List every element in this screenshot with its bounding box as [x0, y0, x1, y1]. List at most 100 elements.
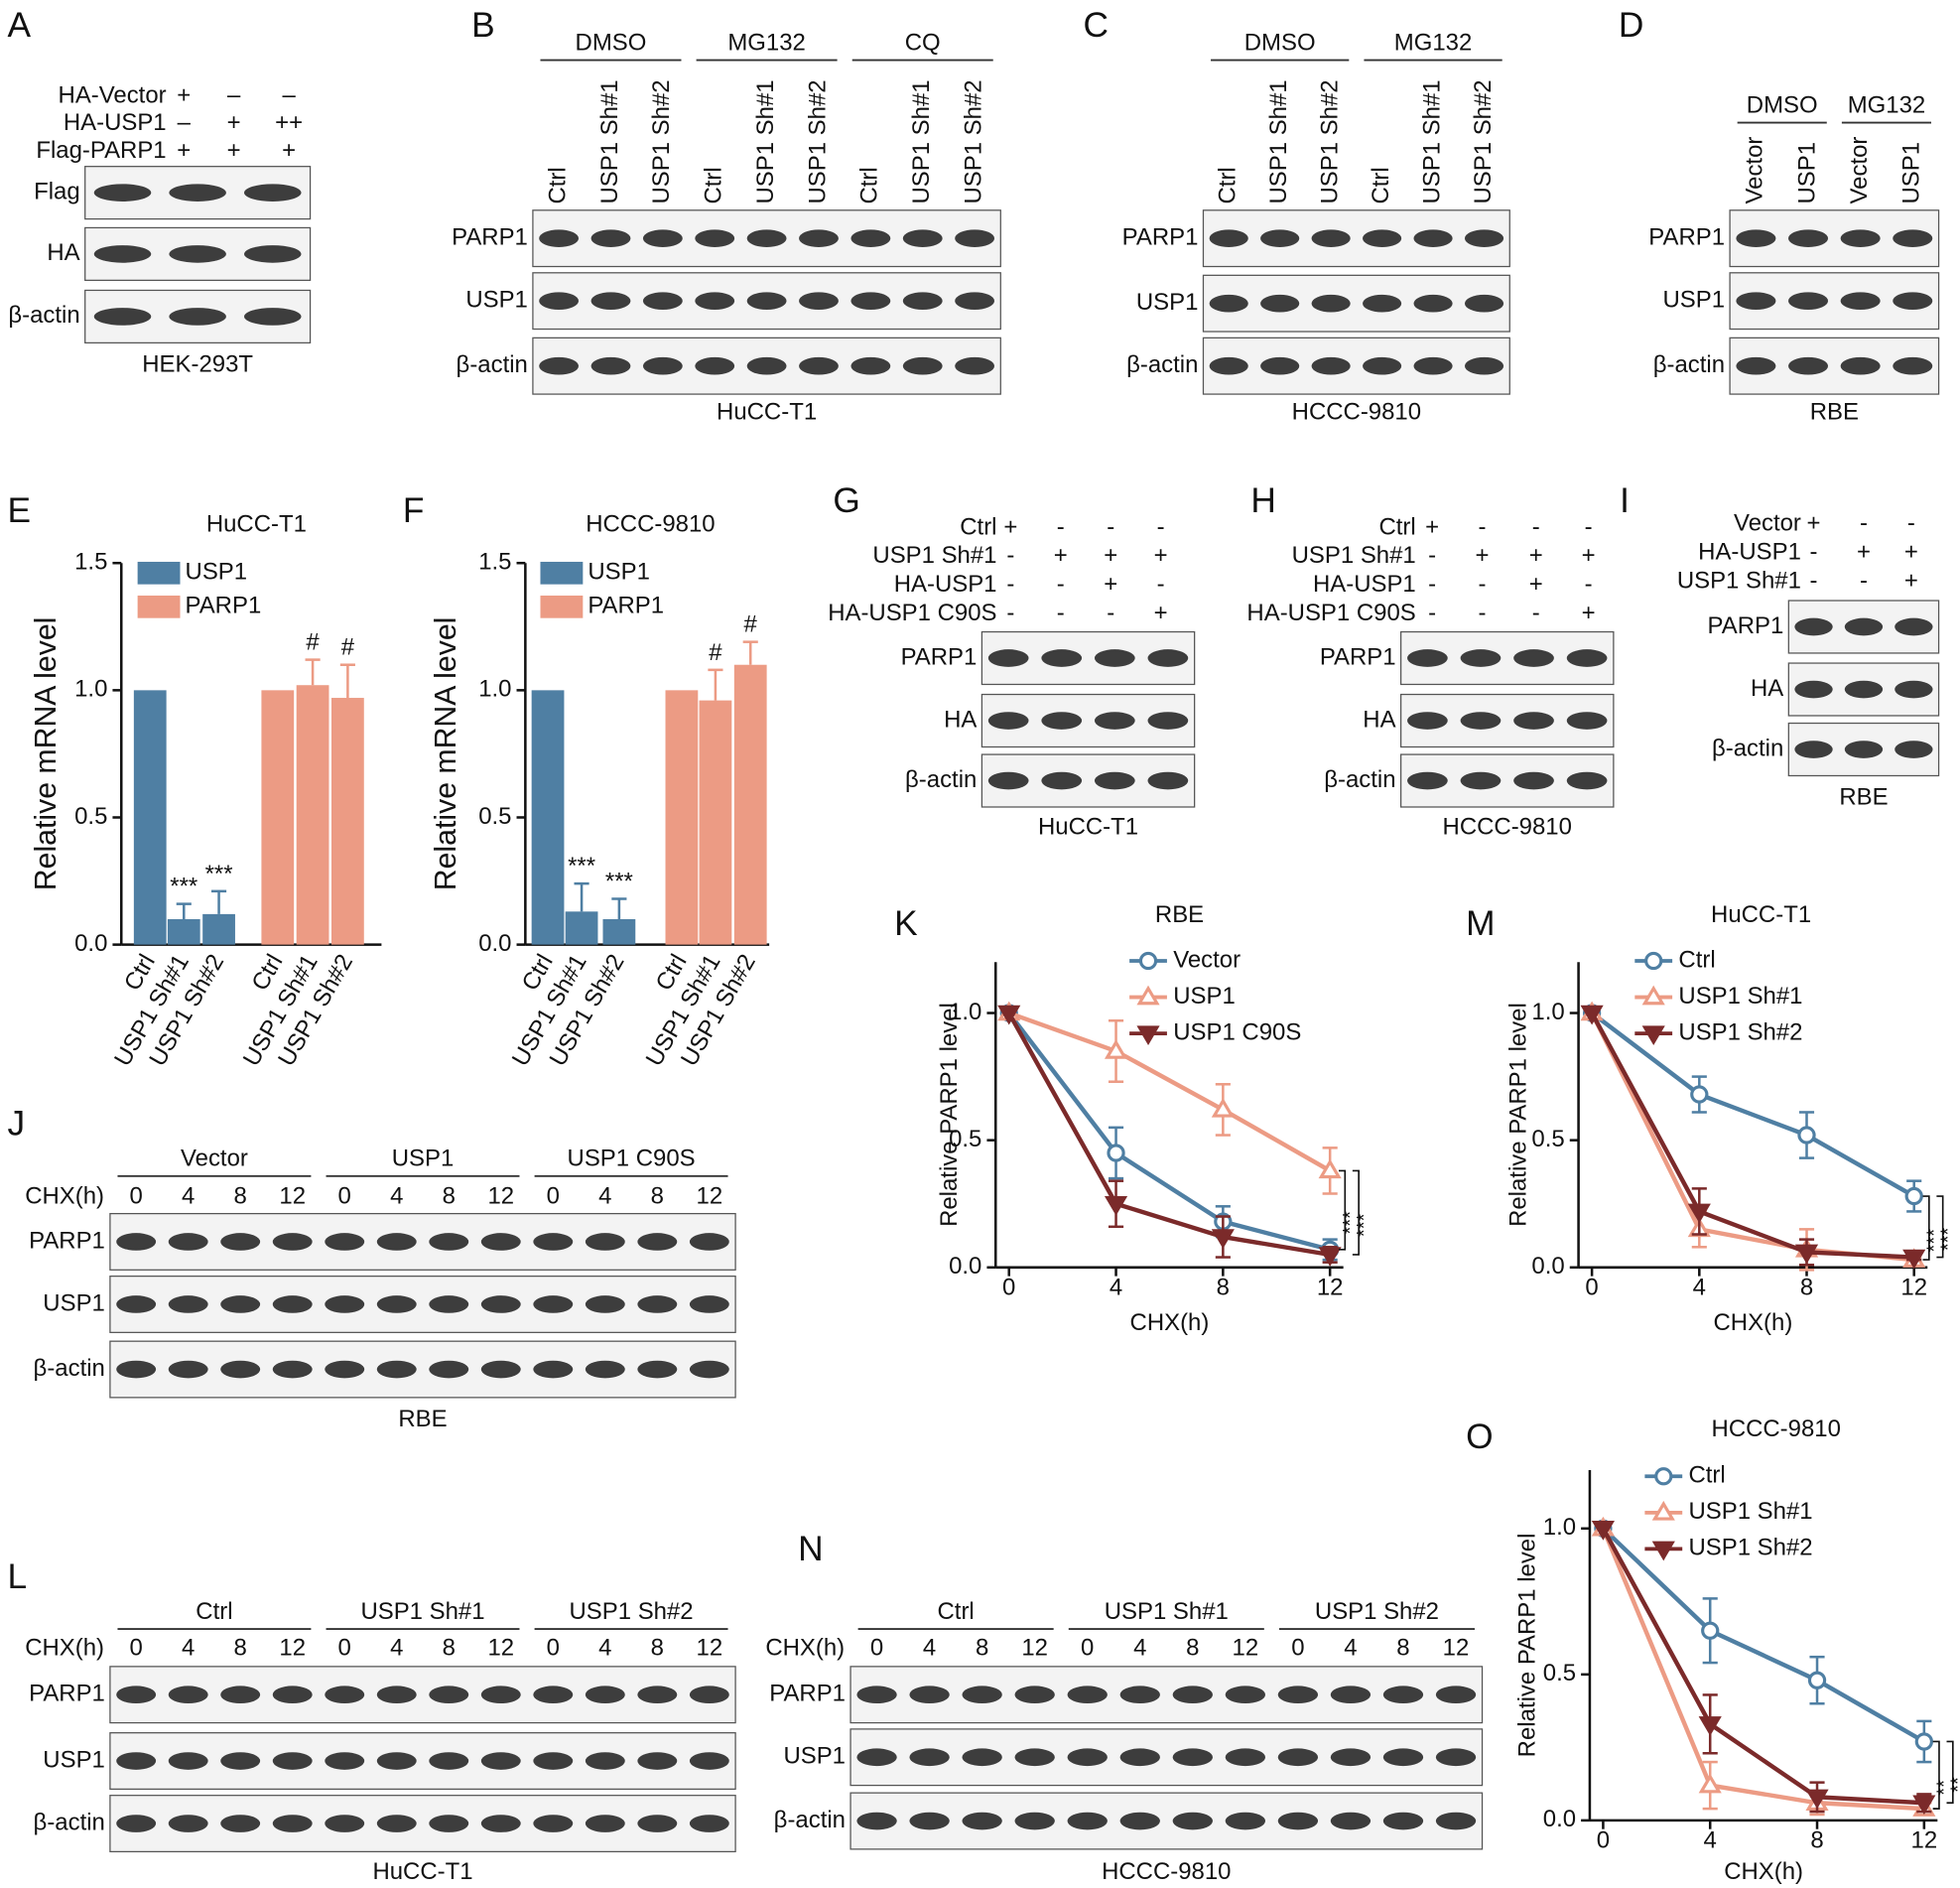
condition-mark: - — [1157, 513, 1165, 540]
band — [1147, 712, 1189, 730]
group-label: DMSO — [1747, 92, 1818, 119]
band — [637, 1815, 678, 1832]
condition-mark: + — [1857, 538, 1871, 565]
band — [533, 1815, 574, 1832]
band — [1067, 1748, 1108, 1767]
group-label: CQ — [905, 29, 941, 56]
band — [902, 292, 943, 310]
series-line — [1006, 1011, 1331, 1258]
lane-label: 12 — [279, 1635, 306, 1662]
band — [1119, 1748, 1160, 1767]
lane-label: 0 — [1081, 1635, 1094, 1662]
marker — [1912, 1795, 1936, 1816]
y-axis-label: Relative PARP1 level — [1505, 1003, 1532, 1227]
x-tick-label: 4 — [1693, 1275, 1706, 1301]
panel-letter: G — [833, 481, 859, 520]
panel-letter: H — [1250, 481, 1275, 520]
marker — [1698, 1773, 1722, 1794]
significance-bracket — [1932, 1740, 1940, 1810]
band — [1330, 1812, 1372, 1830]
lane-label: 8 — [651, 1183, 664, 1210]
lane-label: 12 — [279, 1183, 306, 1210]
y-tick-label: 1.0 — [74, 676, 107, 703]
band — [799, 292, 839, 310]
lane-label: USP1 Sh#1 — [908, 79, 935, 203]
cell-line: RBE — [1839, 783, 1888, 810]
band — [1041, 712, 1083, 730]
legend-label: USP1 C90S — [1173, 1018, 1301, 1045]
band — [1311, 356, 1351, 375]
band — [1566, 649, 1608, 667]
series-line — [1007, 1011, 1332, 1173]
row-label: β-actin — [1324, 766, 1395, 793]
condition-mark: - — [1428, 600, 1436, 626]
band — [1363, 229, 1402, 247]
bar — [133, 690, 167, 945]
y-tick-label: 0.5 — [74, 803, 107, 830]
band — [585, 1360, 625, 1379]
marker — [1687, 1203, 1711, 1224]
band — [585, 1752, 625, 1770]
series-line — [1601, 1527, 1925, 1744]
condition-name: HA-USP1 — [1698, 538, 1801, 565]
band — [1119, 1812, 1160, 1830]
y-tick-label: 1.5 — [478, 549, 511, 576]
cell-line: HuCC-T1 — [372, 1858, 472, 1885]
band — [168, 1686, 208, 1704]
lane-label: 4 — [182, 1183, 195, 1210]
legend-marker — [1641, 1025, 1665, 1046]
lane-axis: CHX(h) — [25, 1635, 104, 1662]
band — [244, 308, 302, 326]
lane-label: 4 — [1344, 1635, 1357, 1662]
lane-label: USP1 Sh#2 — [1470, 79, 1497, 203]
band — [689, 1295, 729, 1313]
band — [533, 1752, 574, 1770]
condition-name: USP1 Sh#1 — [1292, 542, 1416, 569]
significance: *** — [1923, 1229, 1945, 1253]
condition-mark: - — [1810, 567, 1818, 594]
significance-bracket — [1936, 1195, 1944, 1259]
bar — [665, 690, 699, 945]
significance: *** — [1340, 1211, 1362, 1235]
cell-line: HuCC-T1 — [1038, 814, 1138, 841]
y-tick-label: 0.5 — [1543, 1660, 1576, 1686]
significance: ** — [1934, 1780, 1956, 1796]
row-label: HA — [1751, 675, 1783, 702]
band — [637, 1752, 678, 1770]
blot-box — [109, 1275, 736, 1333]
lane-label: 4 — [1133, 1635, 1146, 1662]
lane-label: 4 — [390, 1635, 403, 1662]
panel-letter: C — [1083, 6, 1108, 45]
legend-marker — [1136, 985, 1160, 1006]
band — [1172, 1686, 1213, 1704]
band — [856, 1686, 897, 1704]
legend-label: PARP1 — [186, 593, 262, 619]
row-label: PARP1 — [1708, 612, 1784, 639]
lane-label: 8 — [1396, 1635, 1409, 1662]
y-axis-label: Relative PARP1 level — [936, 1003, 963, 1227]
row-label: PARP1 — [769, 1681, 846, 1707]
band — [244, 245, 302, 263]
marker — [1318, 1158, 1342, 1179]
band — [480, 1295, 521, 1313]
band — [1460, 712, 1502, 730]
row-label: Flag — [34, 178, 80, 204]
significance: *** — [1937, 1227, 1959, 1251]
lane-label: Ctrl — [544, 167, 571, 203]
legend-swatch — [540, 561, 584, 585]
band — [1895, 680, 1933, 699]
band — [799, 356, 839, 375]
lane-label: 4 — [390, 1183, 403, 1210]
cell-line: RBE — [398, 1406, 447, 1432]
row-label: β-actin — [457, 351, 528, 378]
band — [689, 1686, 729, 1704]
band — [1330, 1686, 1372, 1704]
bar — [202, 913, 235, 945]
band — [1840, 292, 1881, 310]
condition-mark: - — [1907, 509, 1915, 536]
row-label: HA — [47, 239, 79, 266]
condition-mark: + — [1054, 542, 1068, 569]
condition-name: HA-USP1 — [64, 109, 167, 136]
condition-mark: + — [1582, 542, 1596, 569]
lane-label: 0 — [130, 1183, 143, 1210]
